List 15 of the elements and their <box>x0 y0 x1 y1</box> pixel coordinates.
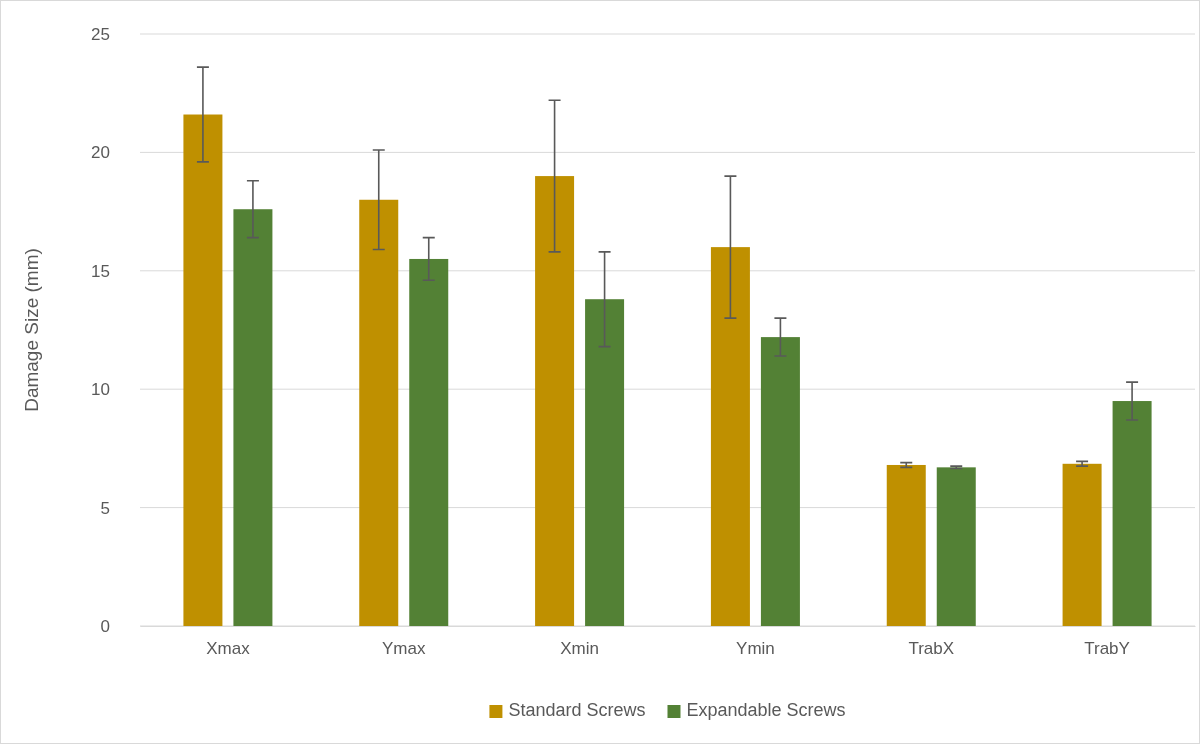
x-tick-label: TrabY <box>1084 639 1130 659</box>
y-tick-label: 15 <box>91 261 110 281</box>
y-tick-label: 5 <box>100 498 110 518</box>
y-axis-title: Damage Size (mm) <box>21 248 42 412</box>
y-tick-label: 0 <box>100 616 110 636</box>
x-tick-label: Ymax <box>382 639 426 659</box>
y-tick-label: 20 <box>91 143 110 163</box>
x-tick-label: Xmax <box>206 639 251 659</box>
legend-label: Standard Screws <box>508 700 646 720</box>
x-tick-label: Ymin <box>736 639 775 659</box>
y-tick-label: 25 <box>91 24 110 44</box>
legend-label: Expandable Screws <box>686 700 846 720</box>
x-tick-label: TrabX <box>908 639 955 659</box>
x-tick-label: Xmin <box>560 639 599 659</box>
y-tick-label: 10 <box>91 380 110 400</box>
